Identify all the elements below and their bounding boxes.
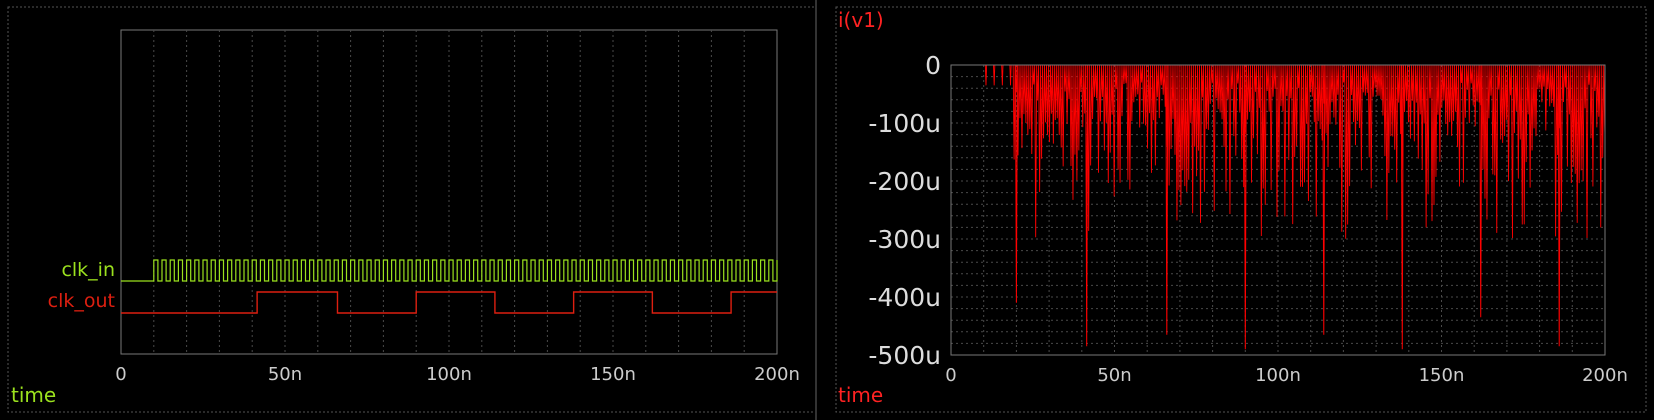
left-x-tick-label: 200n: [754, 364, 800, 385]
left-x-tick-label: 100n: [426, 364, 472, 385]
right-y-tick-label: 0: [925, 51, 941, 80]
right-y-tick-label: -300u: [868, 225, 941, 254]
left-x-tick-label: 50n: [268, 364, 302, 385]
right-y-axis-ticks: 0 -100u -200u -300u -400u -500u: [868, 51, 941, 370]
digital-waveform-chart: 0 50n 100n 150n 200n clk_in clk_out time: [11, 29, 800, 407]
clk-in-legend[interactable]: clk_in: [61, 259, 115, 281]
right-y-tick-label: -200u: [868, 167, 941, 196]
right-x-axis-ticks: 0 50n 100n 150n 200n: [945, 365, 1628, 386]
right-y-tick-label: -500u: [868, 341, 941, 370]
current-peak-spike: [1400, 64, 1404, 350]
right-x-tick-label: 200n: [1582, 365, 1628, 386]
right-x-axis-label: time: [838, 383, 883, 407]
current-peak-spike: [1243, 64, 1247, 350]
right-y-tick-label: -100u: [868, 109, 941, 138]
current-peak-spike: [1165, 64, 1169, 335]
right-x-tick-label: 50n: [1097, 365, 1131, 386]
right-x-tick-label: 150n: [1419, 365, 1465, 386]
right-panel-frame: [835, 6, 1647, 413]
current-trace: [950, 64, 1606, 355]
clk-out-legend[interactable]: clk_out: [48, 290, 115, 312]
right-chart-title[interactable]: i(v1): [838, 8, 884, 32]
current-peak-spike: [1557, 64, 1561, 347]
left-gridlines: [153, 30, 745, 354]
left-panel-frame: [7, 6, 817, 413]
left-x-tick-label: 0: [115, 364, 126, 385]
current-peak-spike: [1014, 64, 1018, 303]
clk-out-trace: [121, 291, 777, 314]
current-peak-spike: [1085, 64, 1089, 347]
left-traces: [121, 259, 778, 314]
right-x-tick-label: 100n: [1255, 365, 1301, 386]
left-x-tick-label: 150n: [590, 364, 636, 385]
left-x-axis-ticks: 0 50n 100n 150n 200n: [115, 364, 800, 385]
clk-in-trace: [121, 259, 778, 282]
right-y-tick-label: -400u: [868, 283, 941, 312]
current-peak-spike: [1322, 64, 1326, 335]
right-traces: [950, 64, 1606, 355]
current-peak-spike: [1479, 64, 1483, 318]
right-gridlines: [951, 65, 1605, 355]
right-plot-area: [950, 64, 1606, 356]
right-x-tick-label: 0: [945, 365, 956, 386]
left-x-axis-label: time: [11, 383, 56, 407]
current-chart: 0 50n 100n 150n 200n 0 -100u -200u -300u -400u -5…: [838, 8, 1628, 407]
